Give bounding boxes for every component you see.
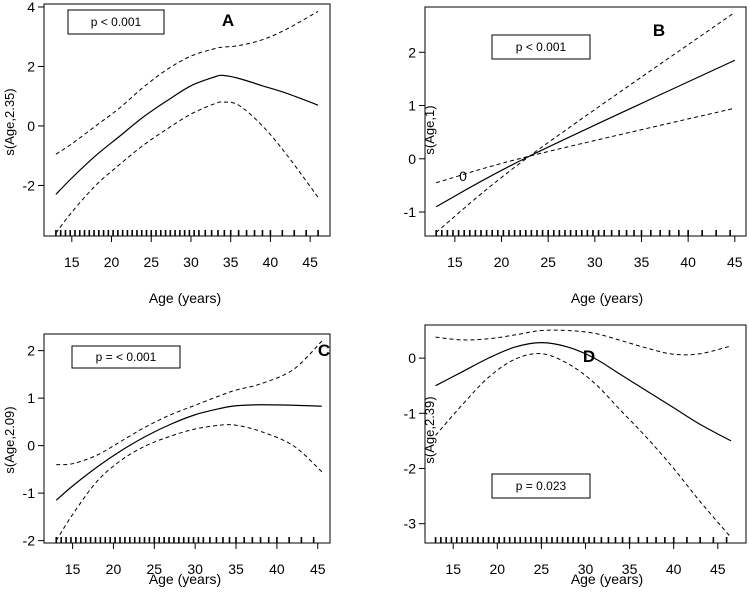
- panel-b-extra-label: 0: [459, 168, 467, 184]
- panel-d-ytick-label: 0: [408, 350, 416, 366]
- panel-a-xtick-label: 45: [302, 254, 318, 270]
- panel-b-xtick-label: 25: [540, 254, 556, 270]
- panel-d-xtick-label: 45: [710, 561, 726, 577]
- panel-b-xtick-label: 20: [494, 254, 510, 270]
- panel-c-pvalue-box: [71, 345, 181, 369]
- panel-d-ylabel: s(Age,2.39): [422, 396, 437, 463]
- panel-d: 15 20 25 30 35 40 45 -3 -2 -1 0 p = 0.023 D Age (year…: [404, 324, 747, 587]
- panel-b-ytick-label: 1: [408, 98, 416, 114]
- panel-a-xtick-label: 25: [143, 254, 159, 270]
- panel-b-estimate-line: [435, 59, 736, 208]
- panel-d-xtick-label: 30: [578, 561, 594, 577]
- panel-c-pvalue-text: p = < 0.001: [96, 350, 157, 364]
- panel-c-xtick-label: 35: [228, 561, 244, 577]
- panel-c-xtick-label: 20: [106, 561, 122, 577]
- panel-b-frame: [424, 6, 747, 237]
- panel-c-xtick-label: 40: [269, 561, 285, 577]
- panel-d-ytick-label: -1: [404, 405, 417, 421]
- panel-b-ytick-label: -1: [404, 204, 417, 220]
- panel-d-upper-line: [435, 329, 732, 356]
- panel-d-title: D: [583, 347, 595, 366]
- panel-a-ytick-label: 0: [27, 118, 35, 134]
- panel-c-xtick-label: 15: [65, 561, 81, 577]
- panel-a-frame: [43, 3, 331, 237]
- panel-c-upper-line: [56, 340, 323, 466]
- panel-b-upper-line: [436, 107, 735, 184]
- panel-b-ytick-label: 0: [408, 151, 416, 167]
- panel-d-xtick-label: 20: [490, 561, 506, 577]
- panel-a: 15 20 25 30 35 40 45 -2 0 2 4 p < 0.001 A Age (years)…: [2, 0, 331, 306]
- panel-c-xlabel: Age (years): [149, 571, 221, 587]
- panel-c: 15 20 25 30 35 40 45 -2 -1 0 1 2 p = < 0.001 C Age (ye…: [2, 333, 331, 587]
- panel-a-ytick-label: -2: [23, 177, 36, 193]
- panel-a-xlabel: Age (years): [149, 290, 221, 306]
- panel-d-pvalue-box: [491, 473, 591, 499]
- panel-b-ytick-label: 2: [408, 44, 416, 60]
- panel-c-ytick-label: -2: [23, 533, 36, 549]
- panel-a-xtick-label: 30: [183, 254, 199, 270]
- panel-d-xtick-label: 40: [666, 561, 682, 577]
- panel-b-pvalue-box: [491, 34, 591, 60]
- panel-b-lower-line: [435, 11, 736, 233]
- panel-b-xtick-label: 15: [447, 254, 463, 270]
- panel-a-estimate-line: [55, 74, 319, 195]
- panel-a-xtick-label: 40: [263, 254, 279, 270]
- panel-d-xtick-label: 35: [622, 561, 638, 577]
- panel-c-xtick-label: 45: [310, 561, 326, 577]
- panel-a-pvalue-text: p < 0.001: [91, 15, 142, 29]
- panel-c-xtick-label: 30: [187, 561, 203, 577]
- panel-b-xlabel: Age (years): [571, 290, 643, 306]
- panel-d-estimate-line: [435, 342, 732, 442]
- panel-b-xtick-label: 30: [587, 254, 603, 270]
- panel-d-lower-line: [435, 353, 732, 538]
- panel-c-ytick-label: 1: [27, 390, 35, 406]
- panel-a-xtick-label: 20: [104, 254, 120, 270]
- panel-a-xtick-label: 35: [223, 254, 239, 270]
- panel-d-ytick-label: -2: [404, 460, 417, 476]
- panel-a-title: A: [222, 11, 234, 30]
- panel-c-ytick-label: 2: [27, 343, 35, 359]
- panel-c-estimate-line: [55, 404, 322, 501]
- panel-b-xtick-label: 35: [634, 254, 650, 270]
- panel-b: 15 20 25 30 35 40 45 -1 0 1 2 p < 0.001 B Age (years)…: [404, 6, 747, 306]
- panel-d-xtick-label: 15: [445, 561, 461, 577]
- panel-c-ytick-label: -1: [23, 485, 36, 501]
- panel-c-frame: [43, 333, 331, 544]
- panel-b-title: B: [653, 21, 665, 40]
- panel-a-upper-line: [55, 11, 319, 155]
- panel-d-pvalue-text: p = 0.023: [516, 479, 567, 493]
- panel-c-ytick-label: 0: [27, 438, 35, 454]
- panel-b-xtick-label: 45: [727, 254, 743, 270]
- panel-a-lower-line: [55, 101, 319, 234]
- panel-a-pvalue-box: [67, 9, 165, 35]
- panel-b-pvalue-text: p < 0.001: [516, 40, 567, 54]
- panel-a-xtick-label: 15: [64, 254, 80, 270]
- panel-a-ytick-label: 2: [27, 58, 35, 74]
- panel-d-xtick-label: 25: [534, 561, 550, 577]
- panel-d-ytick-label: -3: [404, 516, 417, 532]
- panel-a-ytick-label: 4: [27, 0, 35, 15]
- panel-c-title: C: [318, 341, 330, 360]
- panel-b-xtick-label: 40: [680, 254, 696, 270]
- panel-d-xlabel: Age (years): [571, 571, 643, 587]
- panel-c-xtick-label: 25: [147, 561, 163, 577]
- panel-c-lower-line: [55, 424, 323, 541]
- panel-a-ylabel: s(Age,2.35): [2, 88, 17, 155]
- panel-b-ylabel: s(Age,1): [422, 105, 437, 154]
- panel-c-ylabel: s(Age,2.09): [2, 406, 17, 473]
